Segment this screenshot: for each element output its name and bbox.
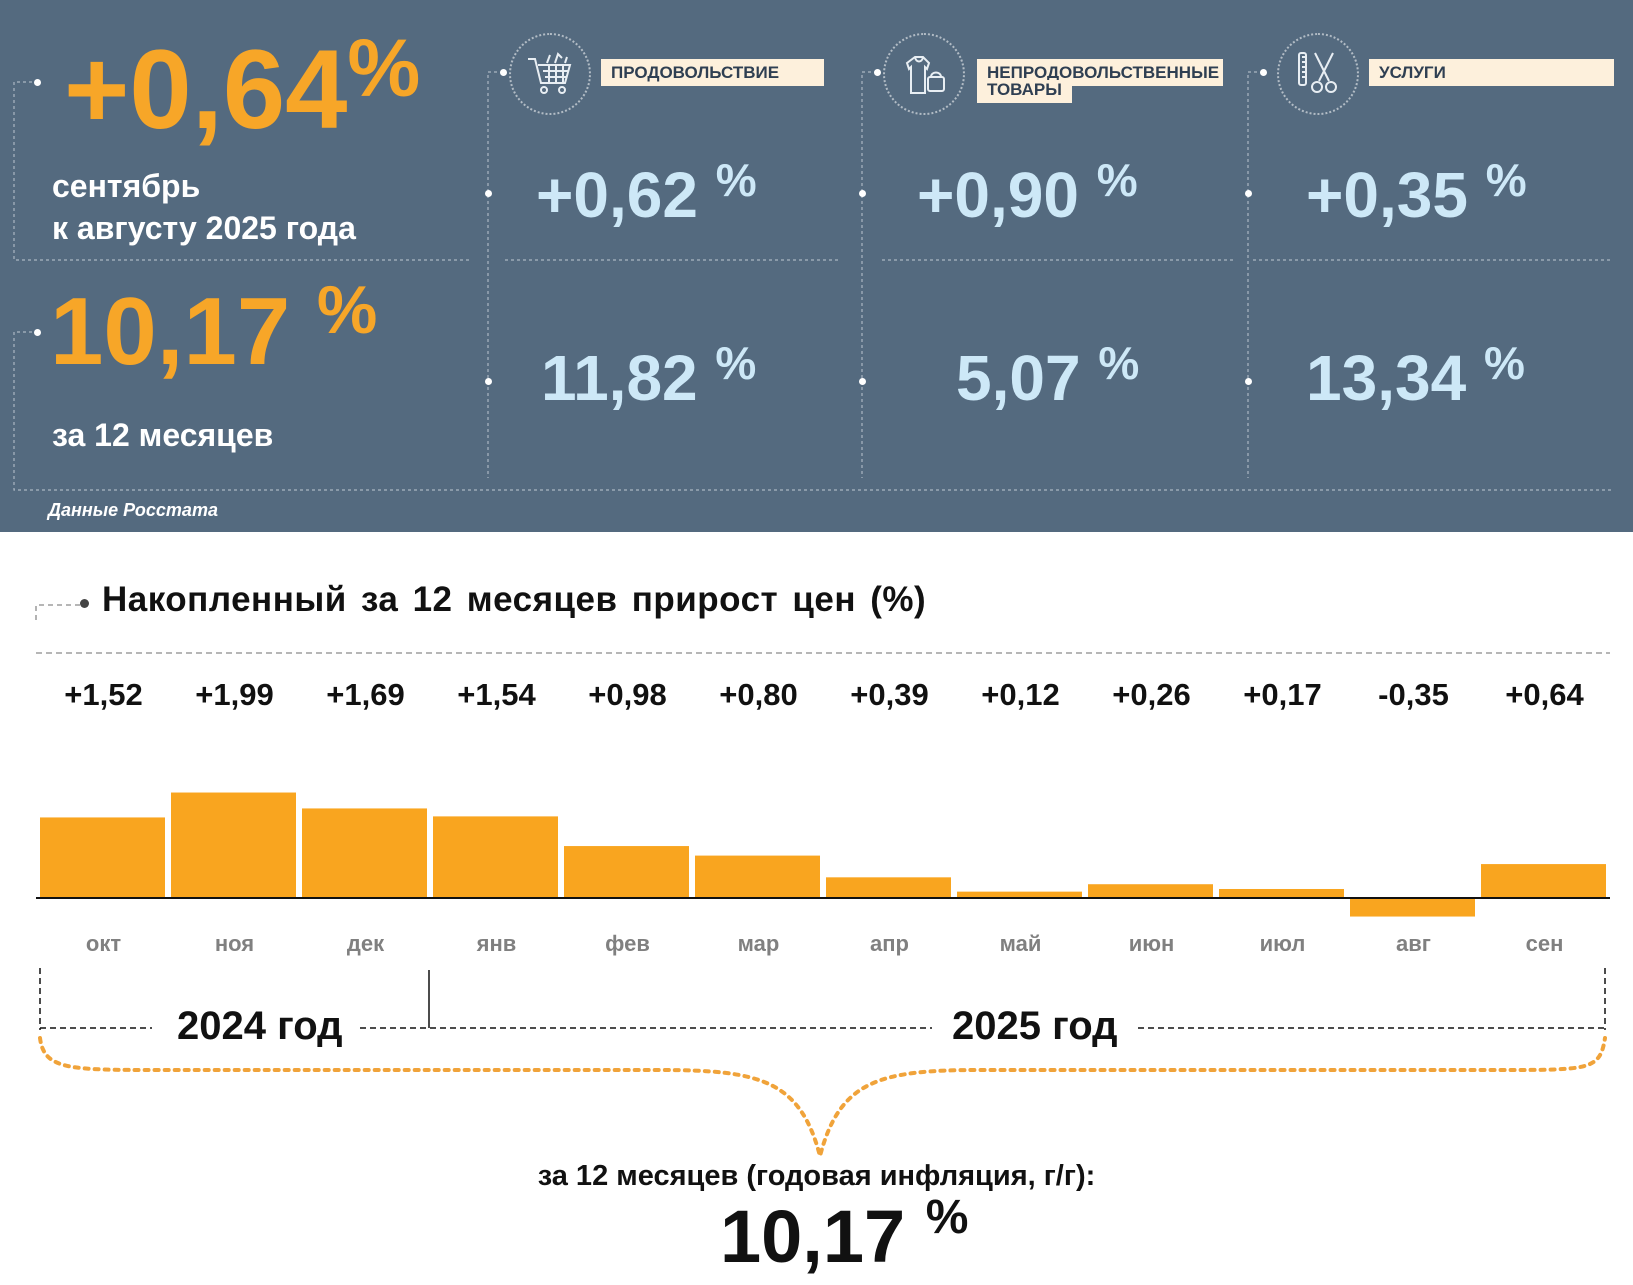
monthly-value-unit: %: [347, 23, 421, 114]
annual-value-number: 10,17: [50, 278, 291, 385]
annual-caption: за 12 месяцев: [52, 417, 274, 453]
bullet-dot: [859, 378, 866, 385]
food-annual-value: 11,82 %: [541, 340, 756, 410]
value-label-сен: +0,64: [1505, 677, 1584, 712]
nonfood-annual-number: 5,07: [956, 342, 1081, 414]
scissors-comb-icon: [1277, 33, 1359, 115]
bar-дек: [302, 808, 427, 898]
category-label-nonfood-line2-box: ТОВАРЫ: [977, 80, 1072, 103]
summary-panel: +0,64% сентябрь к августу 2025 года 10,1…: [0, 0, 1633, 532]
annual-value-unit: %: [316, 272, 378, 348]
category-label-nonfood: НЕПРОДОВОЛЬСТВЕННЫЕ: [977, 59, 1223, 86]
nonfood-monthly-value: +0,90 %: [917, 157, 1138, 227]
value-label-фев: +0,98: [588, 677, 667, 712]
monthly-value-number: +0,64: [64, 27, 348, 152]
annual-inflation-total: 10,17 %: [720, 1194, 968, 1274]
month-label-авг: авг: [1396, 931, 1431, 956]
services-annual-value: 13,34 %: [1306, 340, 1525, 410]
services-monthly-number: +0,35: [1306, 159, 1468, 231]
chart-title: Накопленный за 12 месяцев прирост цен (%…: [102, 580, 927, 619]
annual-inflation-caption: за 12 месяцев (годовая инфляция, г/г):: [537, 1160, 1096, 1192]
bar-chart: [36, 792, 1610, 917]
bar-июл: [1219, 888, 1344, 898]
services-annual-unit: %: [1483, 337, 1525, 389]
services-monthly-unit: %: [1485, 154, 1527, 206]
category-label-food: ПРОДОВОЛЬСТВИЕ: [601, 59, 824, 86]
bullet-dot: [34, 329, 41, 336]
value-label-ноя: +1,99: [195, 677, 274, 712]
bar-ноя: [171, 792, 296, 898]
nonfood-annual-value: 5,07 %: [956, 340, 1139, 410]
bar-апр: [826, 877, 951, 898]
month-label-янв: янв: [476, 931, 517, 956]
nonfood-annual-unit: %: [1098, 337, 1140, 389]
value-label-мар: +0,80: [719, 677, 798, 712]
value-label-май: +0,12: [981, 677, 1060, 712]
bar-окт: [40, 817, 165, 898]
monthly-inflation-value: +0,64%: [64, 28, 420, 146]
month-label-сен: сен: [1525, 931, 1564, 956]
bar-май: [957, 891, 1082, 898]
bullet-dot: [485, 378, 492, 385]
source-note: Данные Росстата: [48, 500, 218, 520]
bullet-dot: [874, 69, 881, 76]
bar-авг: [1350, 898, 1475, 917]
value-label-окт: +1,52: [64, 677, 143, 712]
chart-title-bullet: [80, 599, 89, 608]
panel-dotted-lines: [13, 71, 1612, 491]
annual-inflation-value: 10,17 %: [50, 276, 377, 380]
value-label-апр: +0,39: [850, 677, 929, 712]
month-label-фев: фев: [605, 931, 650, 956]
bullet-dot: [500, 69, 507, 76]
month-label-окт: окт: [85, 931, 122, 956]
category-label-services: УСЛУГИ: [1369, 59, 1614, 86]
food-annual-number: 11,82: [541, 342, 698, 414]
bar-июн: [1088, 884, 1213, 898]
food-monthly-value: +0,62 %: [536, 157, 757, 227]
services-annual-number: 13,34: [1306, 342, 1467, 414]
services-monthly-value: +0,35 %: [1306, 157, 1527, 227]
bullet-dot: [1245, 190, 1252, 197]
food-annual-unit: %: [715, 337, 757, 389]
value-label-июл: +0,17: [1243, 677, 1322, 712]
value-label-авг: -0,35: [1378, 677, 1449, 712]
value-label-янв: +1,54: [457, 677, 536, 712]
value-label-июн: +0,26: [1112, 677, 1191, 712]
bar-янв: [433, 816, 558, 898]
month-label-июл: июл: [1259, 931, 1306, 956]
annual-total-number: 10,17: [720, 1195, 906, 1278]
shopping-cart-icon: [509, 33, 591, 115]
category-label-nonfood-line2: ТОВАРЫ: [987, 80, 1062, 99]
annual-total-unit: %: [925, 1191, 969, 1244]
bar-мар: [695, 855, 820, 898]
bar-сен: [1481, 864, 1606, 898]
bullet-dot: [34, 79, 41, 86]
nonfood-monthly-number: +0,90: [917, 159, 1079, 231]
bullet-dot: [1260, 69, 1267, 76]
nonfood-monthly-unit: %: [1096, 154, 1138, 206]
year-2025-label: 2025 год: [952, 1004, 1118, 1048]
month-label-мар: мар: [737, 931, 780, 956]
year-brackets: [38, 968, 1607, 1160]
food-monthly-unit: %: [715, 154, 757, 206]
bar-фев: [564, 846, 689, 898]
monthly-caption-line1: сентябрь: [52, 168, 201, 204]
month-label-ноя: ноя: [214, 931, 255, 956]
clothing-bag-icon: [883, 33, 965, 115]
bullet-dot: [859, 190, 866, 197]
chart-title-divider: [36, 652, 1610, 654]
category-label-nonfood-line1: НЕПРОДОВОЛЬСТВЕННЫЕ: [987, 63, 1220, 82]
monthly-caption-line2: к августу 2025 года: [52, 210, 356, 246]
bullet-dot: [1245, 378, 1252, 385]
monthly-caption: сентябрь к августу 2025 года: [52, 165, 356, 249]
value-label-дек: +1,69: [326, 677, 405, 712]
month-label-июн: июн: [1128, 931, 1175, 956]
year-2024-label: 2024 год: [177, 1004, 343, 1048]
bullet-dot: [485, 190, 492, 197]
month-label-дек: дек: [346, 931, 385, 956]
month-label-апр: апр: [870, 931, 909, 956]
month-label-май: май: [999, 931, 1042, 956]
food-monthly-number: +0,62: [536, 159, 698, 231]
